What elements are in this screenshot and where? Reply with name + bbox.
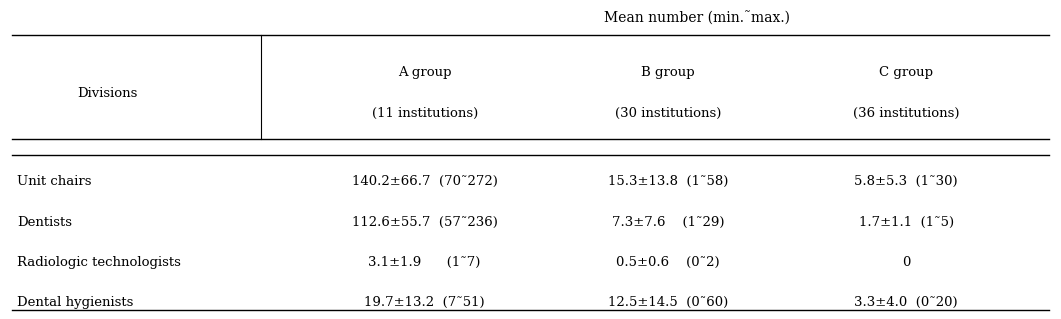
Text: Divisions: Divisions	[77, 86, 137, 100]
Text: Dental hygienists: Dental hygienists	[17, 296, 134, 309]
Text: 15.3±13.8  (1˜58): 15.3±13.8 (1˜58)	[608, 175, 728, 188]
Text: 0: 0	[902, 256, 910, 269]
Text: (30 institutions): (30 institutions)	[615, 107, 721, 120]
Text: 3.1±1.9      (1˜7): 3.1±1.9 (1˜7)	[368, 256, 481, 269]
Text: Radiologic technologists: Radiologic technologists	[17, 256, 181, 269]
Text: B group: B group	[641, 66, 695, 79]
Text: 12.5±14.5  (0˜60): 12.5±14.5 (0˜60)	[608, 296, 728, 309]
Text: 5.8±5.3  (1˜30): 5.8±5.3 (1˜30)	[854, 175, 958, 188]
Text: Mean number (min.˜max.): Mean number (min.˜max.)	[604, 12, 790, 26]
Text: A group: A group	[398, 66, 451, 79]
Text: (36 institutions): (36 institutions)	[853, 107, 959, 120]
Text: 140.2±66.7  (70˜272): 140.2±66.7 (70˜272)	[352, 175, 498, 188]
Text: C group: C group	[880, 66, 934, 79]
Text: 3.3±4.0  (0˜20): 3.3±4.0 (0˜20)	[854, 296, 958, 309]
Text: Dentists: Dentists	[17, 216, 72, 229]
Text: Unit chairs: Unit chairs	[17, 175, 91, 188]
Text: 1.7±1.1  (1˜5): 1.7±1.1 (1˜5)	[858, 216, 954, 229]
Text: 0.5±0.6    (0˜2): 0.5±0.6 (0˜2)	[616, 256, 719, 269]
Text: 7.3±7.6    (1˜29): 7.3±7.6 (1˜29)	[612, 216, 725, 229]
Text: (11 institutions): (11 institutions)	[371, 107, 477, 120]
Text: 112.6±55.7  (57˜236): 112.6±55.7 (57˜236)	[352, 216, 498, 229]
Text: 19.7±13.2  (7˜51): 19.7±13.2 (7˜51)	[364, 296, 485, 309]
